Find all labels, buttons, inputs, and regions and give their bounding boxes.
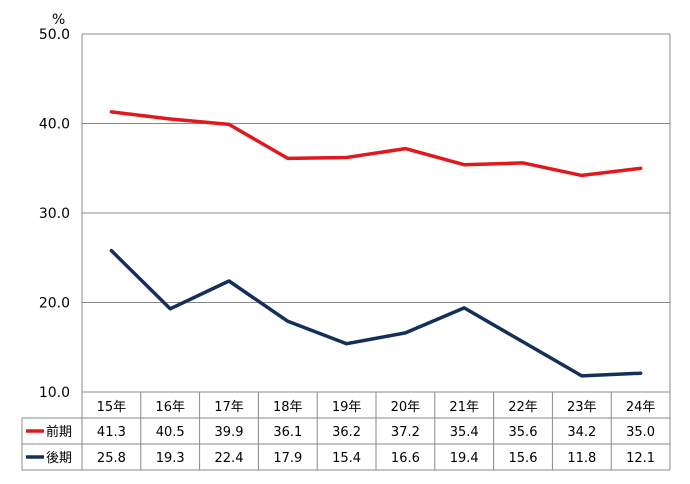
table-cell: 35.6 bbox=[509, 425, 538, 440]
x-category-label: 23年 bbox=[567, 400, 597, 415]
table-cell: 35.0 bbox=[626, 425, 655, 440]
y-tick-label: 50.0 bbox=[39, 27, 70, 43]
table-cell: 17.9 bbox=[273, 451, 302, 466]
x-category-label: 17年 bbox=[214, 400, 244, 415]
y-axis-ticks: 10.0 20.0 30.0 40.0 50.0 bbox=[39, 27, 70, 401]
y-tick-label: 20.0 bbox=[39, 296, 70, 312]
table-cell: 40.5 bbox=[156, 425, 185, 440]
table-cell: 39.9 bbox=[215, 425, 244, 440]
table-cell: 11.8 bbox=[567, 451, 596, 466]
x-category-label: 20年 bbox=[391, 400, 421, 415]
table-cell: 41.3 bbox=[97, 425, 126, 440]
x-category-label: 22年 bbox=[508, 400, 538, 415]
table-cell: 16.6 bbox=[391, 451, 420, 466]
x-category-label: 19年 bbox=[332, 400, 362, 415]
x-category-label: 21年 bbox=[449, 400, 479, 415]
table-cell: 36.1 bbox=[273, 425, 302, 440]
y-tick-label: 40.0 bbox=[39, 117, 70, 133]
table-cell: 22.4 bbox=[215, 451, 244, 466]
table-cell: 15.6 bbox=[509, 451, 538, 466]
table-cell: 25.8 bbox=[97, 451, 126, 466]
series-line-kouki bbox=[109, 248, 643, 378]
table-cell: 15.4 bbox=[332, 451, 361, 466]
x-category-label: 15年 bbox=[97, 400, 127, 415]
table-cell: 36.2 bbox=[332, 425, 361, 440]
y-tick-label: 30.0 bbox=[39, 206, 70, 222]
series-lines bbox=[109, 110, 643, 378]
x-category-label: 18年 bbox=[273, 400, 303, 415]
series-line-zenki bbox=[109, 110, 643, 178]
x-category-label: 16年 bbox=[155, 400, 185, 415]
x-category-label: 24年 bbox=[626, 400, 656, 415]
gridlines bbox=[81, 33, 671, 392]
unit-label: % bbox=[52, 12, 65, 28]
legend-label: 後期 bbox=[46, 451, 72, 466]
table-cell: 35.4 bbox=[450, 425, 479, 440]
y-tick-label: 10.0 bbox=[39, 385, 70, 401]
legend-label: 前期 bbox=[46, 424, 72, 440]
table-cell: 34.2 bbox=[567, 425, 596, 440]
table-cell: 19.4 bbox=[450, 451, 479, 466]
table-cell: 19.3 bbox=[156, 451, 185, 466]
table-cell: 12.1 bbox=[626, 451, 655, 466]
table-cell: 37.2 bbox=[391, 425, 420, 440]
